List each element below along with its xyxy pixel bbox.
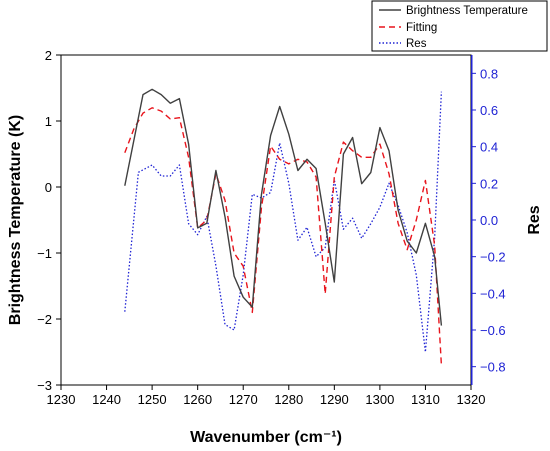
legend: Brightness Temperature Fitting Res [371,0,548,52]
series-line-brightness-temperature [124,88,443,326]
y-tick-label: 0 [45,180,52,195]
x-tick-label: 1230 [47,392,76,407]
y2-tick-label: 0.4 [480,140,498,155]
y2-tick-label: −0.2 [480,250,506,265]
x-tick-label: 1270 [229,392,258,407]
x-tick-label: 1260 [183,392,212,407]
y-tick-label: 2 [45,48,52,63]
legend-box [371,0,548,52]
x-tick-label: 1250 [138,392,167,407]
series-line-fitting [124,107,443,366]
y2-tick-label: −0.6 [480,323,506,338]
x-axis: 1230 1240 1250 1260 1270 1280 1290 1300 1310 1320 [47,385,486,407]
y-tick-label: −3 [37,378,52,393]
y2-tick-label: −0.8 [480,360,506,375]
x-tick-label: 1240 [92,392,121,407]
series-lines [124,88,443,366]
x-tick-label: 1310 [411,392,440,407]
y-axis-right: −0.8 −0.6 −0.4 −0.2 0.0 0.2 0.4 0.6 0.8 [471,66,506,375]
y-axis-label: Brightness Temperature (K) [7,115,24,325]
y-axis-left: −3 −2 −1 0 1 2 [37,48,61,393]
series-line-res [124,91,443,353]
legend-label-res: Res [406,38,427,50]
y2-tick-label: 0.2 [480,176,498,191]
x-tick-label: 1320 [457,392,486,407]
y2-axis-label: Res [526,205,543,234]
y2-tick-label: 0.8 [480,66,498,81]
plot-area [60,54,472,386]
y-tick-label: 1 [45,114,52,129]
y2-tick-label: 0.6 [480,103,498,118]
x-tick-label: 1280 [274,392,303,407]
x-axis-label: Wavenumber (cm⁻¹) [190,429,342,446]
y-tick-label: −2 [37,312,52,327]
y2-tick-label: −0.4 [480,286,506,301]
x-tick-label: 1300 [365,392,394,407]
legend-label-fitting: Fitting [406,22,437,34]
legend-label-brightness-temperature: Brightness Temperature [406,5,528,17]
x-tick-label: 1290 [320,392,349,407]
y-tick-label: −1 [37,246,52,261]
y2-tick-label: 0.0 [480,213,498,228]
